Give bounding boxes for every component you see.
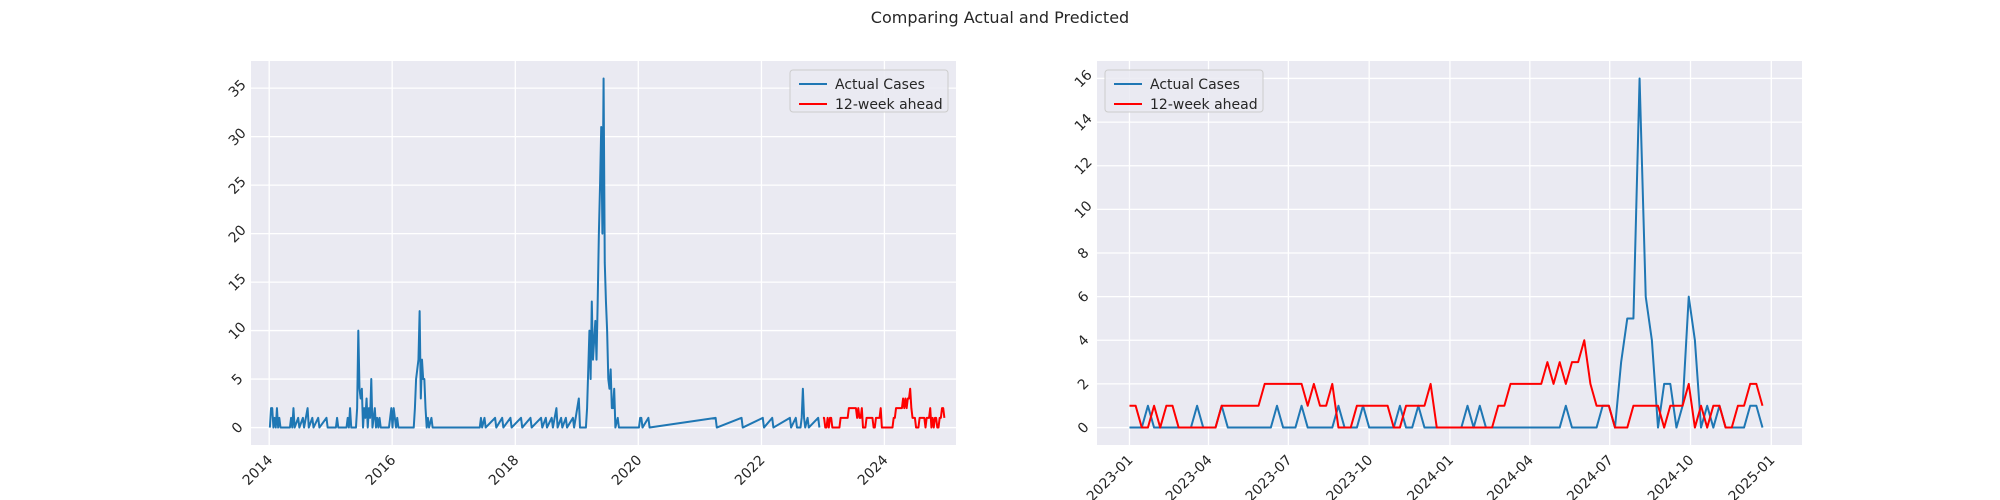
y-tick-label: 35 [226, 77, 250, 101]
legend-box [789, 69, 949, 113]
x-tick-label: 2020 [609, 452, 646, 489]
chart-panel-full-history: 2014 2016 2018 2020 2022 2024 0 5 10 15 20 25 30 35 Ac… [226, 61, 956, 489]
y-tick-label: 14 [1072, 111, 1096, 135]
series-line-12-week-ahead [822, 387, 946, 429]
y-tick-label: 30 [226, 125, 250, 149]
x-tick-label: 2014 [240, 452, 277, 489]
x-tick-label: 2022 [732, 452, 769, 489]
legend-label: Actual Cases [1150, 77, 1240, 93]
legend-label: Actual Cases [835, 77, 925, 93]
legend-label: 12-week ahead [835, 97, 943, 113]
y-tick-label: 0 [1075, 419, 1093, 437]
x-tick-label: 2024-01 [1404, 452, 1457, 500]
y-tick-label: 20 [226, 222, 250, 246]
y-tick-label: 12 [1072, 154, 1096, 178]
series-line-actual-cases [268, 77, 821, 429]
x-tick-label: 2023-10 [1324, 452, 1377, 500]
y-tick-label: 6 [1075, 288, 1093, 306]
x-tick-label: 2018 [486, 452, 523, 489]
y-tick-label: 2 [1075, 376, 1093, 394]
y-tick-label: 4 [1075, 332, 1093, 350]
x-tick-label: 2024-04 [1484, 452, 1537, 500]
x-tick-label: 2016 [363, 452, 400, 489]
series-line-12-week-ahead [1129, 339, 1764, 429]
y-tick-label: 0 [229, 419, 247, 437]
figure-title: Comparing Actual and Predicted [871, 8, 1129, 27]
y-tick-label: 25 [226, 174, 250, 198]
y-tick-label: 15 [226, 271, 250, 295]
y-tick-label: 5 [229, 371, 247, 389]
y-tick-label: 8 [1075, 245, 1093, 263]
x-tick-label: 2024 [855, 452, 892, 489]
legend: Actual Cases 12-week ahead [1104, 69, 1264, 113]
y-tick-label: 10 [1072, 198, 1096, 222]
legend-label: 12-week ahead [1150, 97, 1258, 113]
x-tick-label: 2024-10 [1645, 452, 1698, 500]
legend: Actual Cases 12-week ahead [789, 69, 949, 113]
x-tick-label: 2023-07 [1243, 452, 1296, 500]
x-tick-label: 2023-01 [1084, 452, 1137, 500]
x-tick-label: 2023-04 [1163, 452, 1216, 500]
y-tick-label: 10 [226, 319, 250, 343]
x-tick-label: 2025-01 [1726, 452, 1779, 500]
legend-box [1104, 69, 1264, 113]
x-tick-label: 2024-07 [1564, 452, 1617, 500]
chart-panel-forecast-window: 2023-01 2023-04 2023-07 2023-10 2024-01 2024-… [1072, 61, 1802, 500]
y-tick-label: 16 [1072, 67, 1096, 91]
